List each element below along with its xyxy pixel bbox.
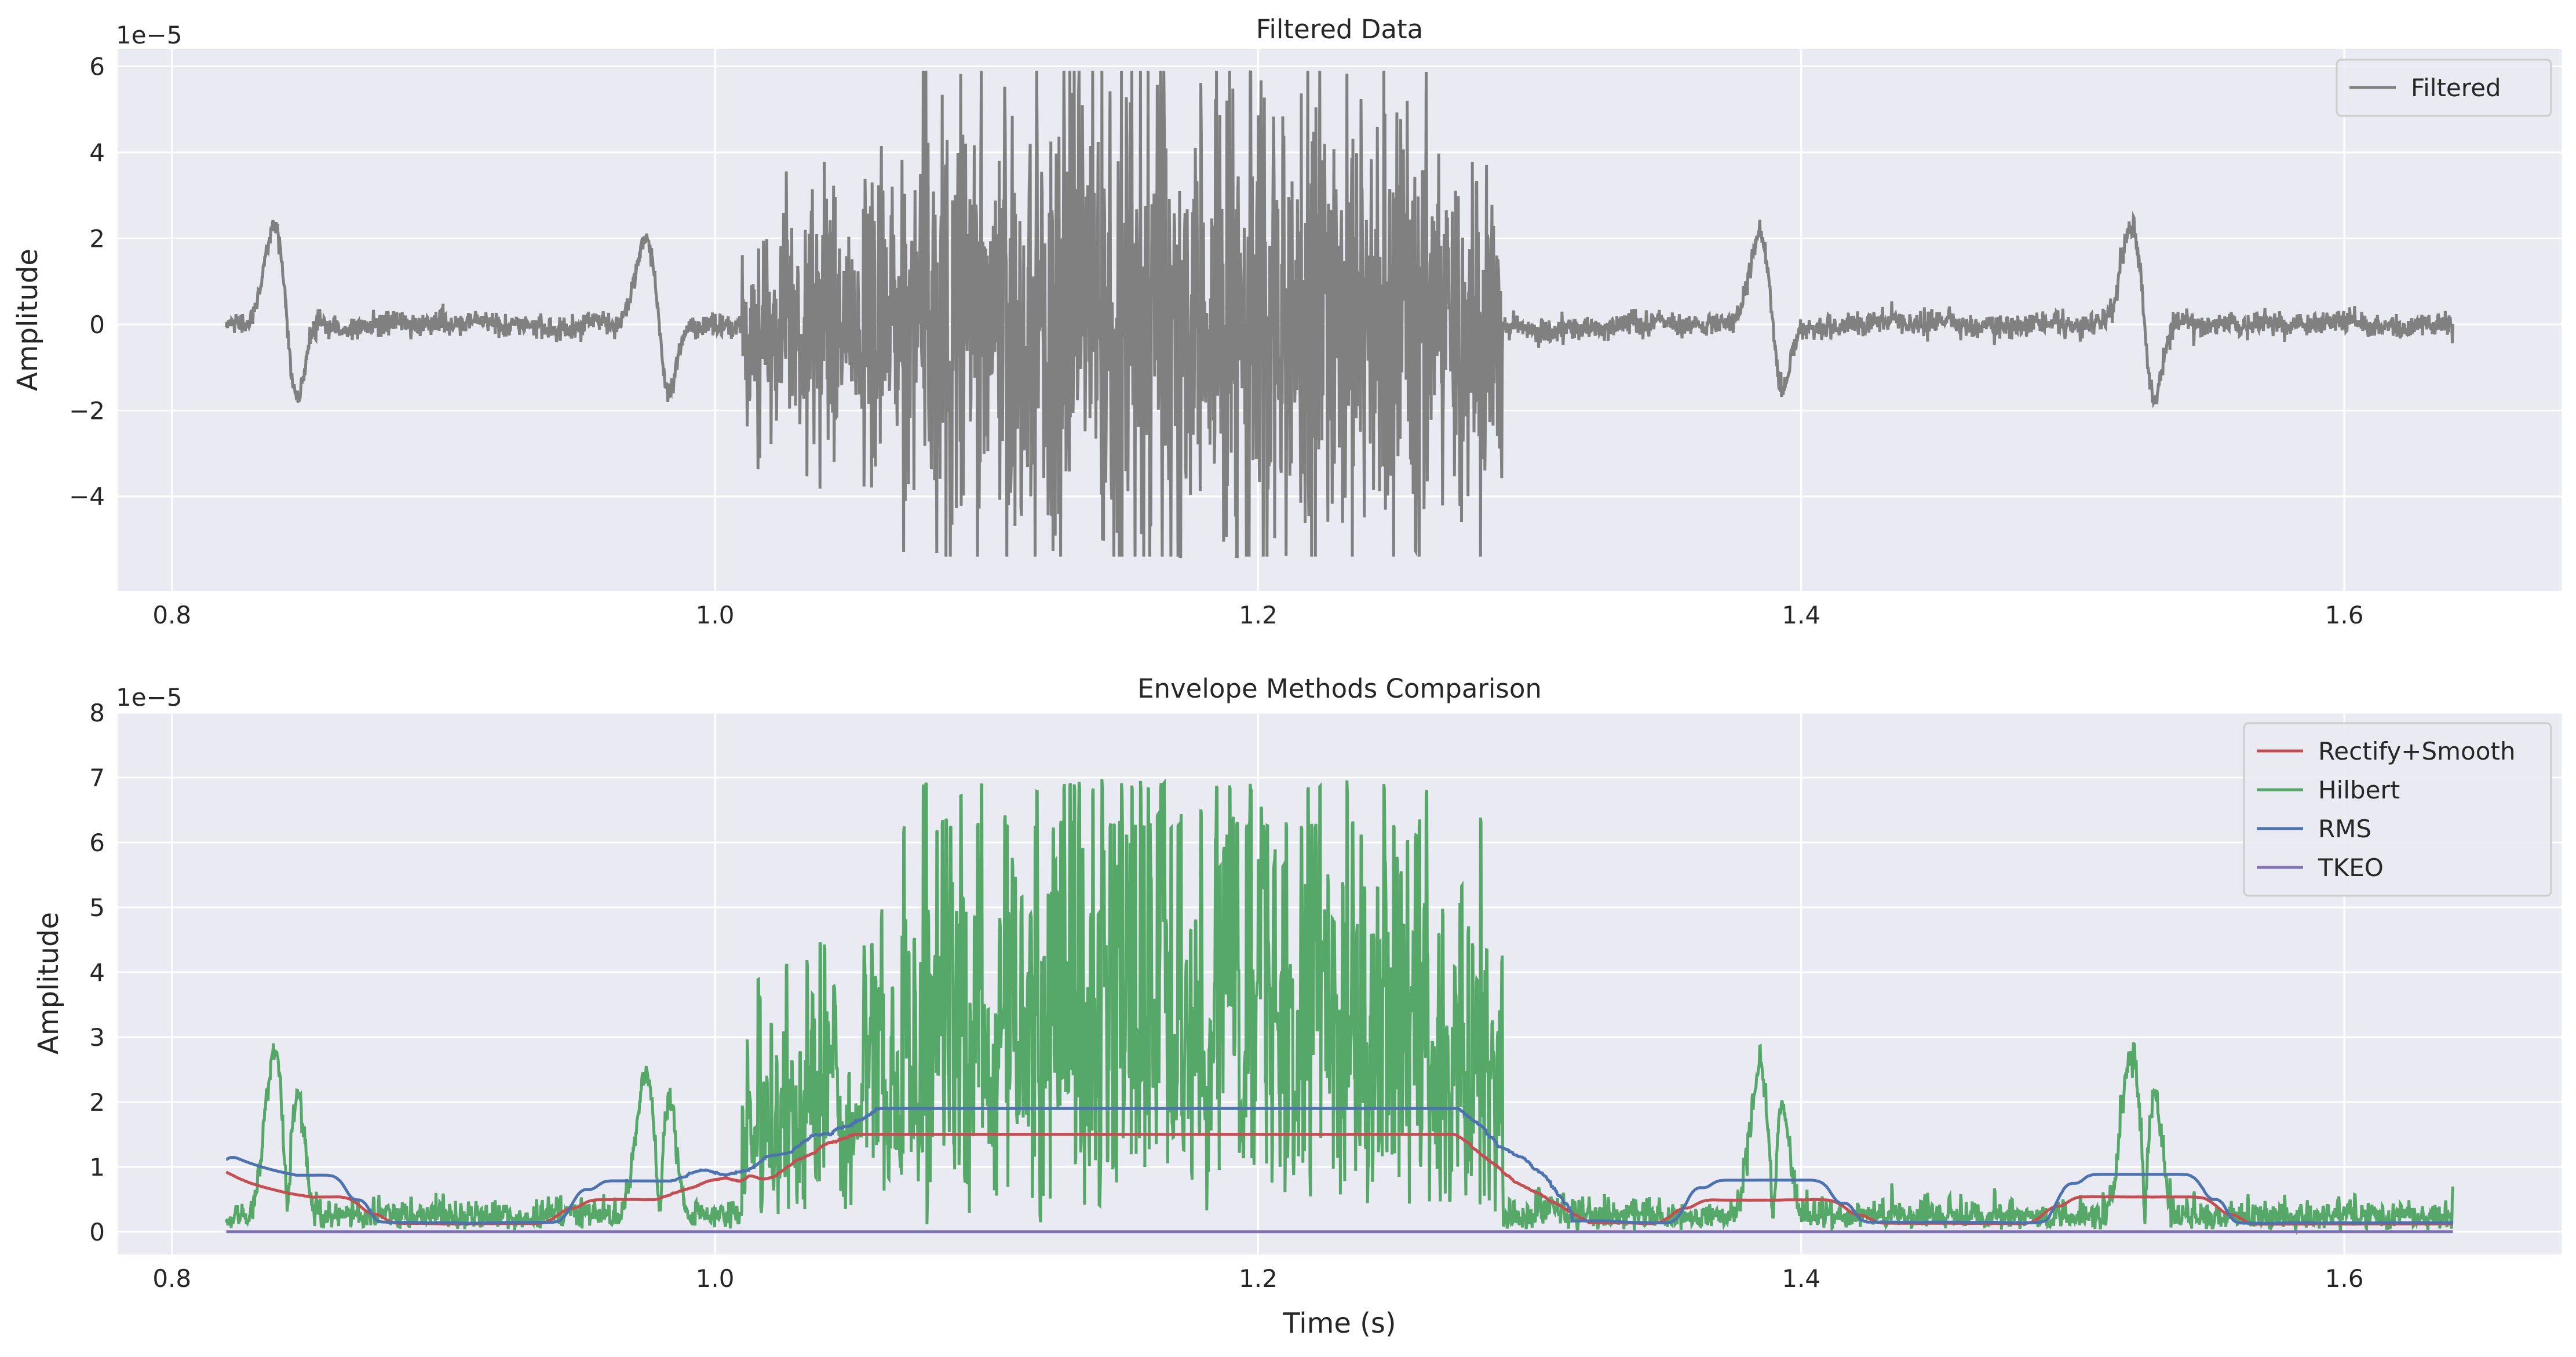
legend-filtered: Filtered [2337, 60, 2551, 116]
y-tick-label: 4 [89, 958, 105, 987]
x-tick-label: 0.8 [152, 1264, 191, 1293]
x-tick-label: 1.4 [1782, 1264, 1820, 1293]
x-tick-label: 1.2 [1239, 601, 1278, 629]
y-axis-label-envelope: Amplitude [32, 912, 65, 1055]
y-tick-label: 5 [89, 893, 105, 922]
y-tick-label: 6 [89, 829, 105, 857]
x-ticks-filtered: 0.8 1.0 1.2 1.4 1.6 [152, 601, 2363, 629]
legend-label: Rectify+Smooth [2318, 737, 2516, 765]
y-tick-label: 2 [89, 1088, 105, 1117]
x-tick-label: 1.4 [1782, 601, 1820, 629]
y-tick-label: 3 [89, 1023, 105, 1052]
x-tick-label: 1.6 [2325, 1264, 2364, 1293]
y-axis-label-filtered: Amplitude [12, 249, 44, 391]
y-tick-label: −2 [69, 396, 105, 425]
x-tick-label: 1.0 [696, 601, 735, 629]
y-tick-label: 1 [89, 1153, 105, 1181]
legend-label: Filtered [2411, 74, 2501, 102]
y-tick-label: 4 [89, 138, 105, 167]
filtered-data-subplot: 0.8 1.0 1.2 1.4 1.6 −4 −2 0 2 4 6 Filtered Data 1… [12, 14, 2562, 629]
legend-label: Hilbert [2318, 776, 2400, 804]
chart-title-filtered: Filtered Data [1256, 14, 1423, 45]
x-axis-label-envelope: Time (s) [1282, 1307, 1396, 1340]
y-ticks-envelope: 0 1 2 3 4 5 6 7 8 [89, 699, 105, 1246]
y-tick-label: −4 [69, 483, 105, 511]
legend-label: TKEO [2318, 853, 2384, 882]
legend-label: RMS [2318, 815, 2371, 843]
envelope-subplot: 0.8 1.0 1.2 1.4 1.6 0 1 2 3 4 5 6 7 8 Envelope Metho… [32, 673, 2562, 1340]
y-ticks-filtered: −4 −2 0 2 4 6 [69, 53, 105, 511]
chart-title-envelope: Envelope Methods Comparison [1137, 673, 1542, 704]
x-tick-label: 1.0 [696, 1264, 735, 1293]
legend-envelope: Rectify+Smooth Hilbert RMS TKEO [2244, 723, 2551, 896]
y-offset-label-filtered: 1e−5 [116, 21, 182, 49]
y-tick-label: 7 [89, 764, 105, 792]
y-tick-label: 2 [89, 225, 105, 253]
y-tick-label: 0 [89, 1218, 105, 1246]
y-tick-label: 6 [89, 53, 105, 81]
y-tick-label: 0 [89, 311, 105, 339]
x-tick-label: 1.6 [2325, 601, 2364, 629]
x-tick-label: 0.8 [152, 601, 191, 629]
y-offset-label-envelope: 1e−5 [116, 683, 182, 712]
x-tick-label: 1.2 [1239, 1264, 1278, 1293]
y-tick-label: 8 [89, 699, 105, 727]
x-ticks-envelope: 0.8 1.0 1.2 1.4 1.6 [152, 1264, 2363, 1293]
